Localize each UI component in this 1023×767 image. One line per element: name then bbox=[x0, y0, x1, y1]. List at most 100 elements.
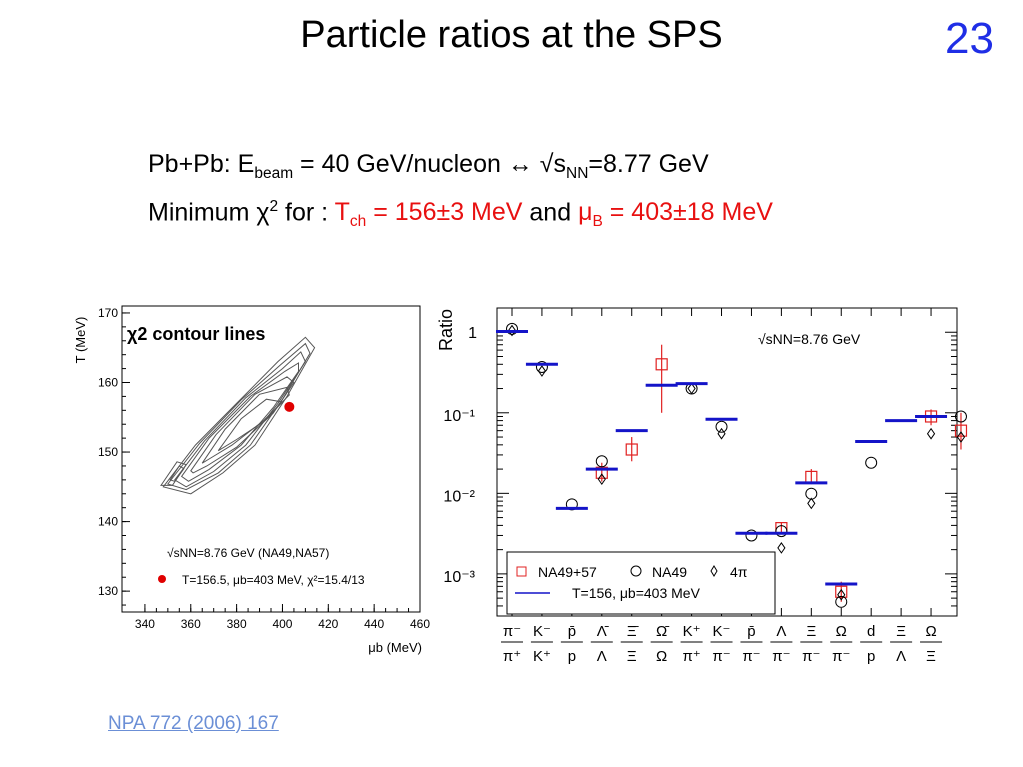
chi2-line: Minimum χ2 for : Tch = 156±3 MeV and μB … bbox=[148, 198, 773, 231]
y-tick-label: 170 bbox=[98, 306, 118, 320]
x-tick-label: 460 bbox=[410, 617, 430, 631]
category-numerator: Ξ̄ bbox=[627, 623, 639, 640]
na49-point bbox=[835, 595, 848, 608]
y-tick-label: 10⁻³ bbox=[443, 569, 475, 586]
category-denominator: π⁻ bbox=[772, 648, 790, 665]
category-denominator: p bbox=[867, 648, 875, 665]
contour-title: χ2 contour lines bbox=[127, 324, 265, 344]
x-tick-label: 380 bbox=[227, 617, 247, 631]
particle-ratio-chart: 1 10⁻¹ 10⁻² 10⁻³ Ratio √sNN=8.76 GeV NA49+5… bbox=[436, 307, 968, 665]
legend-label: 4π bbox=[730, 564, 748, 580]
y-tick-label: 160 bbox=[98, 376, 118, 390]
slide-number: 23 bbox=[945, 14, 994, 63]
contour-axes: 340 360 380 400 420 440 460 130 140 150 160 170 bbox=[98, 306, 430, 631]
contour-line bbox=[160, 461, 187, 486]
contour-line bbox=[190, 376, 295, 474]
category-denominator: π⁻ bbox=[712, 648, 730, 665]
category-denominator: Ξ bbox=[627, 648, 637, 665]
category-numerator: Λ bbox=[776, 623, 786, 640]
category-denominator: π⁻ bbox=[742, 648, 760, 665]
category-numerator: Ξ bbox=[806, 623, 816, 640]
legend-square-marker bbox=[516, 566, 527, 577]
y-tick-label: 150 bbox=[98, 445, 118, 459]
contour-line bbox=[162, 336, 316, 495]
x-tick-label: 420 bbox=[318, 617, 338, 631]
category-numerator: K⁺ bbox=[683, 623, 701, 640]
category-numerator: p̄ bbox=[568, 623, 576, 640]
ratio-series bbox=[496, 322, 968, 608]
na4957-point bbox=[954, 424, 968, 437]
category-denominator: K⁺ bbox=[533, 648, 551, 665]
contour-y-label: T (MeV) bbox=[73, 317, 88, 364]
category-numerator: d bbox=[867, 623, 875, 640]
4pi-point bbox=[507, 324, 517, 337]
y-tick-label: 130 bbox=[98, 584, 118, 598]
na49-point bbox=[865, 456, 878, 469]
4pi-point bbox=[537, 365, 547, 377]
x-tick-label: 360 bbox=[181, 617, 201, 631]
y-tick-label: 1 bbox=[468, 325, 477, 342]
category-denominator: Ω bbox=[656, 648, 667, 665]
fit-summary: Pb+Pb: Ebeam = 40 GeV/nucleon ↔ √sNN=8.7… bbox=[148, 148, 773, 238]
category-numerator: Ξ bbox=[896, 623, 906, 640]
na49-point bbox=[745, 529, 758, 542]
contour-line bbox=[166, 342, 311, 491]
contour-plot-frame bbox=[121, 305, 421, 613]
x-tick-label: 400 bbox=[272, 617, 292, 631]
chi2-contour-chart: 340 360 380 400 420 440 460 130 140 150 160 170 χ2 … bbox=[73, 305, 430, 655]
contour-lines bbox=[160, 336, 316, 495]
contour-line bbox=[217, 398, 284, 452]
na4957-point bbox=[835, 585, 848, 598]
category-denominator: π⁺ bbox=[503, 648, 521, 665]
contour-x-label: μb (MeV) bbox=[368, 640, 422, 655]
slide-title: Particle ratios at the SPS bbox=[300, 14, 723, 56]
4pi-point bbox=[687, 382, 696, 395]
ratio-category-labels: π⁻ π⁺ K⁻ K⁺ p̄ p Λ̄ Λ Ξ̄ Ξ Ω̄ Ω K⁺ π⁺ K⁻ π⁻ p̄ π⁻ Λπ⁻ Ξπ⁻ Ωπ… bbox=[501, 623, 943, 665]
contour-line bbox=[201, 386, 290, 464]
category-denominator: Λ bbox=[597, 648, 607, 665]
na49-point bbox=[775, 525, 788, 538]
reference-link[interactable]: NPA 772 (2006) 167 bbox=[108, 713, 279, 734]
category-denominator: π⁻ bbox=[832, 648, 850, 665]
na49-point bbox=[506, 322, 518, 335]
y-tick-label: 140 bbox=[98, 515, 118, 529]
category-numerator: K⁻ bbox=[533, 623, 551, 640]
na49-point bbox=[715, 420, 728, 433]
x-tick-label: 440 bbox=[364, 617, 384, 631]
mub-value: μB = 403±18 MeV bbox=[578, 198, 773, 231]
category-denominator: Ξ bbox=[926, 648, 936, 665]
category-numerator: Ω bbox=[925, 623, 936, 640]
4pi-point bbox=[717, 427, 726, 440]
legend-label: NA49 bbox=[652, 564, 687, 580]
contour-line bbox=[173, 351, 306, 488]
4pi-point bbox=[597, 473, 606, 486]
legend-diamond-marker bbox=[710, 565, 718, 577]
legend-best-fit-dot bbox=[158, 575, 166, 583]
x-tick-label: 340 bbox=[135, 617, 155, 631]
ratio-legend-box bbox=[506, 551, 776, 615]
category-numerator: π⁻ bbox=[503, 623, 521, 640]
category-denominator: Λ bbox=[896, 648, 906, 665]
na49-point bbox=[535, 361, 548, 374]
4pi-point bbox=[777, 542, 786, 554]
na49-point bbox=[954, 410, 967, 423]
category-denominator: p bbox=[568, 648, 576, 665]
4pi-point bbox=[807, 497, 816, 510]
contour-line bbox=[169, 465, 185, 482]
4pi-point bbox=[956, 431, 966, 443]
na4957-point bbox=[655, 358, 668, 371]
contour-legend-line1: √sNN=8.76 GeV (NA49,NA57) bbox=[167, 546, 329, 560]
tch-value: Tch = 156±3 MeV bbox=[334, 198, 523, 231]
4pi-point bbox=[926, 427, 936, 440]
na49-point bbox=[595, 455, 608, 468]
category-numerator: K⁻ bbox=[713, 623, 731, 640]
4pi-point bbox=[837, 588, 846, 601]
contour-line bbox=[180, 362, 299, 482]
y-tick-label: 10⁻² bbox=[443, 488, 475, 505]
category-numerator: Ω bbox=[836, 623, 847, 640]
beam-line: Pb+Pb: Ebeam = 40 GeV/nucleon ↔ √sNN=8.7… bbox=[148, 150, 709, 182]
legend-label: NA49+57 bbox=[538, 564, 597, 580]
category-denominator: π⁺ bbox=[682, 648, 700, 665]
ratio-axes: 1 10⁻¹ 10⁻² 10⁻³ bbox=[443, 307, 957, 617]
best-fit-point bbox=[284, 401, 295, 412]
